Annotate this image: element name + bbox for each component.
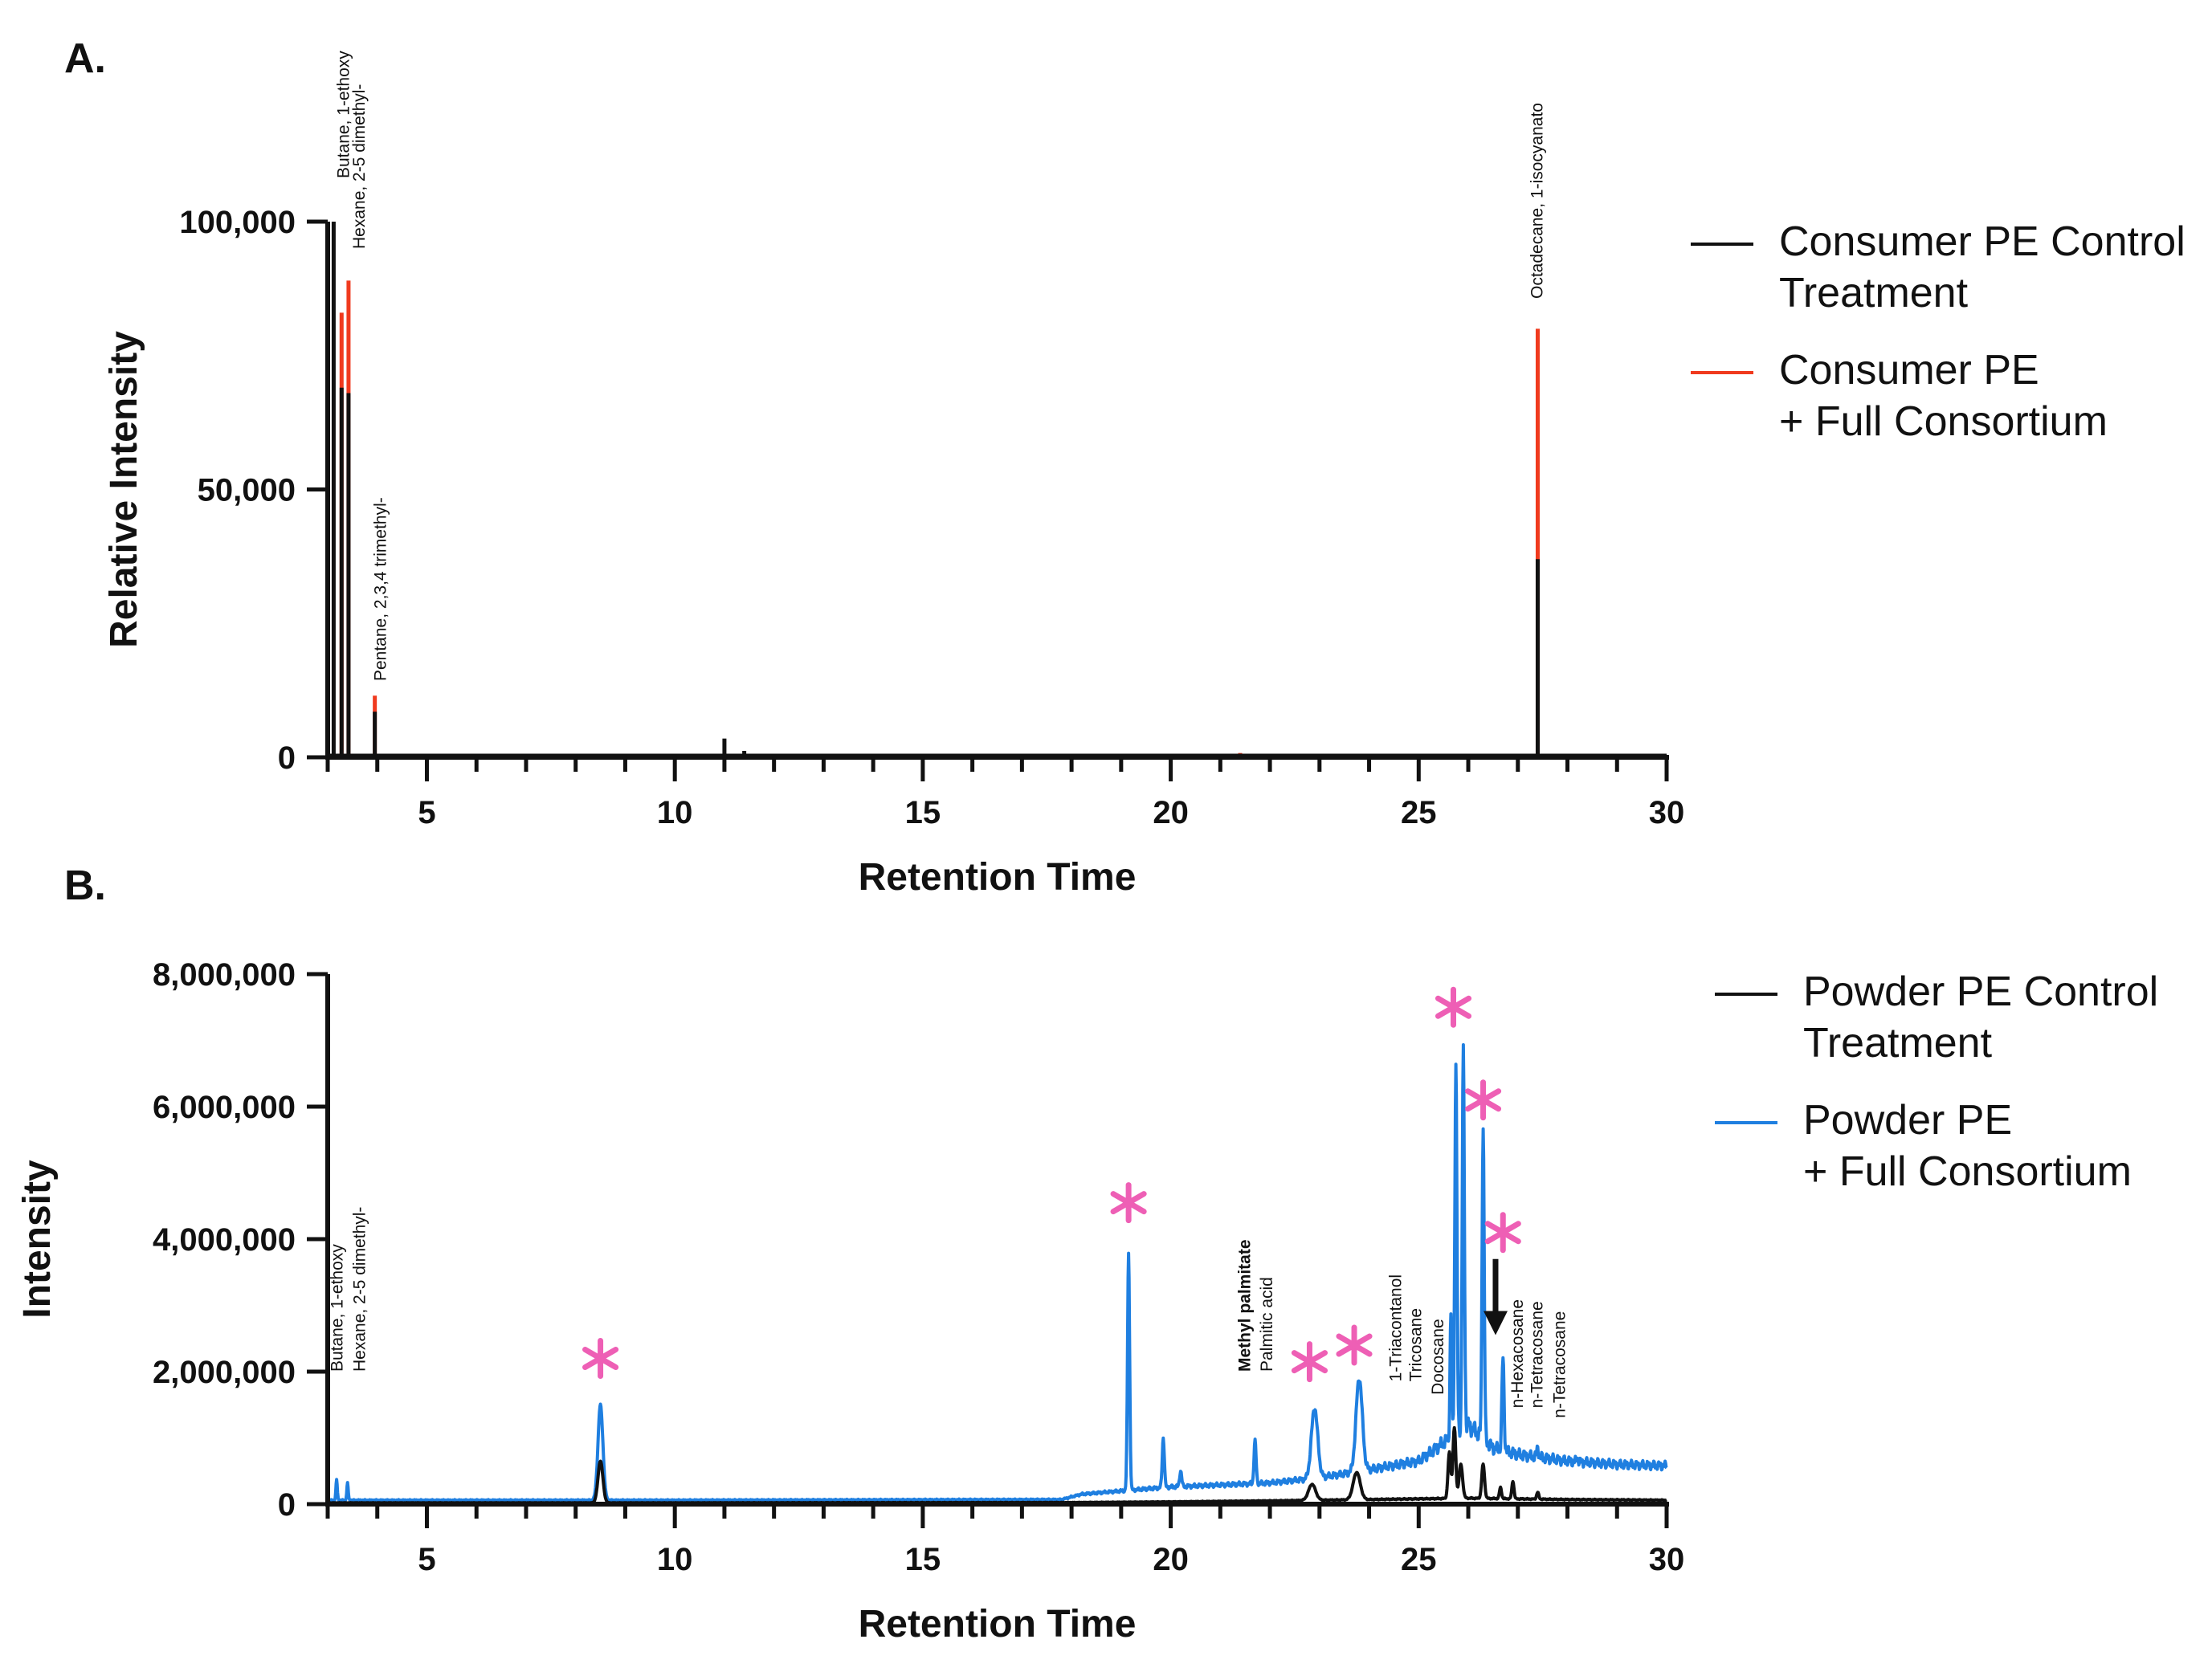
panel-b-peak-annotation: 1-Triacontanol: [1387, 1274, 1406, 1381]
panel-b-peak-annotation: n-Tetracosane: [1550, 1311, 1569, 1418]
a-x-tick-label: 10: [657, 795, 693, 830]
panel-a-peak-annotation: Octadecane, 1-isocyanato: [1528, 103, 1546, 299]
panel-b-chart: Butane, 1-ethoxy Hexane, 2-5 dimethyl- Met…: [16, 957, 2158, 1645]
a-x-tick-label: 20: [1153, 795, 1189, 830]
panel-a-peak-annotation: Butane, 1-ethoxy: [334, 51, 353, 178]
panel-a-x-axis-title: Retention Time: [859, 856, 1137, 899]
b-y-tick-label: 2,000,000: [153, 1355, 296, 1390]
panel-a-letter: A.: [64, 35, 106, 82]
b-y-tick-label: 8,000,000: [153, 957, 296, 993]
a-x-tick-label: 25: [1401, 795, 1437, 830]
panel-b-asterisk-marker: [1465, 1079, 1502, 1121]
a-y-tick-label: 50,000: [198, 473, 296, 508]
panel-b-peak-annotation: Hexane, 2-5 dimethyl-: [350, 1207, 369, 1372]
a-legend-label: Treatment: [1779, 270, 1969, 316]
panel-b-legend: Powder PE Control Treatment Powder PE+ Ful…: [1715, 968, 2158, 1195]
panel-b-peak-annotation: Methyl palmitate: [1235, 1239, 1254, 1372]
panel-b-series: [326, 1043, 1668, 1505]
panel-b-arrow: [1483, 1258, 1508, 1335]
panel-b-peak-annotation: Tricosane: [1406, 1308, 1425, 1381]
panel-b-peak-annotation: n-Hexacosane: [1508, 1299, 1527, 1408]
a-y-tick-label: 0: [278, 740, 296, 776]
panel-a-peak-annotation: Hexane, 2-5 dimethyl-: [350, 84, 369, 249]
a-x-tick-label: 15: [905, 795, 941, 830]
panel-b-x-axis-title: Retention Time: [859, 1603, 1137, 1645]
a-y-tick-label: 100,000: [179, 205, 296, 240]
panel-b-control-trace: [326, 1425, 1668, 1505]
a-x-tick-label: 5: [418, 795, 435, 830]
b-y-tick-label: 6,000,000: [153, 1090, 296, 1125]
panel-a-legend: Consumer PE Control Treatment Consumer PE+…: [1691, 218, 2185, 445]
panel-b-peak-annotation: Butane, 1-ethoxy: [329, 1244, 347, 1372]
a-legend-label: + Full Consortium: [1779, 398, 2108, 445]
a-legend-label: Consumer PE Control: [1779, 218, 2185, 265]
b-x-tick-label: 5: [418, 1542, 435, 1577]
b-legend-label: Treatment: [1803, 1020, 1993, 1066]
b-x-tick-label: 25: [1401, 1542, 1437, 1577]
panel-b-asterisk-marker: [1110, 1182, 1147, 1224]
panel-b-letter: B.: [64, 862, 106, 909]
panel-a-peak-annotation: Pentane, 2,3,4 trimethyl-: [372, 497, 390, 681]
panel-b-annotations: Butane, 1-ethoxy Hexane, 2-5 dimethyl- Met…: [329, 1207, 1569, 1418]
panel-a-series: [328, 222, 1667, 757]
panel-b-ticks: 5 10 15 20 25 30 0 2,000,000 4,000,000 6,000,000 8…: [153, 957, 1684, 1577]
b-x-tick-label: 20: [1153, 1542, 1189, 1577]
b-x-tick-label: 30: [1649, 1542, 1685, 1577]
panel-b-arrow-head: [1483, 1311, 1508, 1335]
panel-b-asterisk-marker: [1484, 1212, 1521, 1254]
panel-b-asterisk-marker: [582, 1338, 619, 1379]
panel-a-ticks: 5 10 15 20 25 30 0 50,000 100,000: [179, 205, 1684, 830]
b-legend-label: + Full Consortium: [1803, 1148, 2132, 1195]
b-legend-label: Powder PE Control: [1803, 968, 2158, 1015]
panel-b-consortium-trace: [326, 1043, 1668, 1503]
panel-a-y-axis-title: Relative Intensity: [103, 331, 145, 648]
panel-b-asterisk-markers: [582, 986, 1521, 1383]
a-x-tick-label: 30: [1649, 795, 1685, 830]
panel-b-y-axis-title: Intensity: [16, 1160, 59, 1319]
panel-b-peak-annotation: n-Tetracosane: [1528, 1301, 1547, 1408]
panel-b-peak-annotation: Palmitic acid: [1258, 1277, 1276, 1372]
b-y-tick-label: 4,000,000: [153, 1222, 296, 1258]
a-legend-label: Consumer PE: [1779, 347, 2039, 394]
panel-b-asterisk-marker: [1435, 986, 1472, 1028]
b-legend-label: Powder PE: [1803, 1097, 2012, 1144]
panel-b-asterisk-marker: [1291, 1341, 1328, 1383]
b-x-tick-label: 15: [905, 1542, 941, 1577]
b-y-tick-label: 0: [278, 1487, 296, 1523]
b-x-tick-label: 10: [657, 1542, 693, 1577]
panel-b-peak-annotation: Docosane: [1429, 1319, 1447, 1395]
panel-b-asterisk-marker: [1336, 1324, 1373, 1366]
